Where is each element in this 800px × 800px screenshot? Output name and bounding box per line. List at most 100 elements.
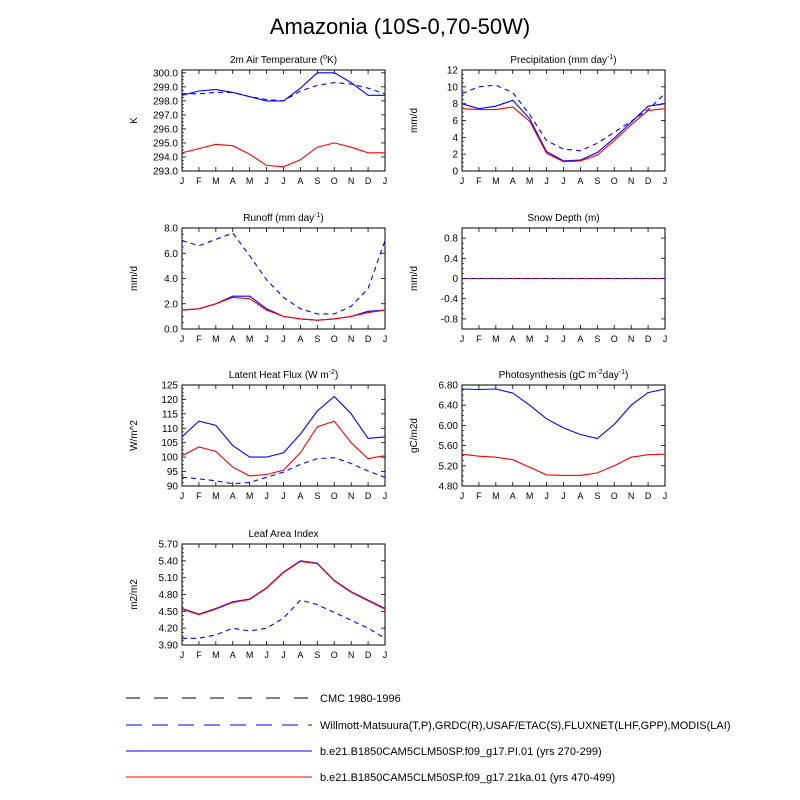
x-tick-label: O (611, 491, 618, 501)
y-tick-label: 4.0 (164, 274, 178, 285)
x-tick-label: J (663, 334, 668, 344)
x-tick-label: M (492, 334, 500, 344)
y-tick-label: -0.8 (441, 314, 459, 325)
x-tick-label: J (264, 334, 269, 344)
panel-title-part: Snow Depth (m) (527, 213, 599, 224)
x-tick-label: N (348, 491, 355, 501)
x-tick-label: N (348, 176, 355, 186)
x-tick-label: A (297, 650, 303, 660)
y-tick-label: 5.10 (159, 573, 179, 584)
x-tick-label: D (645, 334, 652, 344)
x-tick-label: J (281, 650, 286, 660)
x-tick-label: J (663, 491, 668, 501)
y-axis-label: gC/m2d (409, 418, 420, 453)
x-tick-label: A (577, 334, 583, 344)
chart-panels: 2m Air Temperature (oK)293.0294.0295.029… (129, 54, 667, 660)
x-tick-label: J (383, 650, 388, 660)
y-tick-label: 0.8 (444, 234, 458, 245)
y-tick-label: 8.0 (164, 224, 178, 235)
y-tick-label: -0.4 (441, 294, 459, 305)
x-tick-label: O (611, 176, 618, 186)
panel-title: Latent Heat Flux (W m-2) (229, 369, 339, 381)
series-line-case2 (181, 420, 386, 477)
y-tick-label: 4 (452, 133, 458, 144)
chart-panel-3: Runoff (mm day-1)0.02.04.06.08.0J F M A M J J A… (129, 212, 387, 344)
panel-title-part: Precipitation (mm day (510, 55, 607, 66)
x-tick-label: D (645, 491, 652, 501)
x-tick-label: M (246, 334, 254, 344)
panel-title-part: Runoff (mm day (243, 213, 314, 224)
x-tick-label: M (526, 176, 534, 186)
x-tick-label: J (561, 176, 566, 186)
panel-title: Runoff (mm day-1) (243, 212, 324, 224)
x-tick-label: J (281, 334, 286, 344)
x-tick-label: F (476, 176, 482, 186)
y-tick-label: 4.80 (159, 590, 179, 601)
chart-legend: CMC 1980-1996 Willmott-Matsuura(T,P),GRDC… (126, 693, 731, 784)
x-tick-label: J (383, 334, 388, 344)
plot-frame (181, 384, 386, 487)
x-tick-label: M (246, 491, 254, 501)
y-axis-label: m2/m2 (129, 579, 140, 610)
chart-panel-1: 2m Air Temperature (oK) 293.0 294.0 295.0 29… (129, 54, 387, 186)
y-tick-label: 0 (452, 167, 458, 178)
x-tick-label: A (510, 491, 516, 501)
y-tick-label: 6.80 (439, 381, 459, 392)
x-tick-label: A (577, 176, 583, 186)
y-tick-label: 2.0 (164, 299, 178, 310)
y-tick-label: 90 (167, 482, 179, 493)
y-tick-label: 5.40 (159, 556, 179, 567)
y-tick-label: 125 (161, 381, 178, 392)
y-tick-label: 105 (161, 438, 178, 449)
y-tick-label: 5.60 (439, 441, 459, 452)
x-tick-label: S (594, 334, 600, 344)
x-tick-label: S (314, 491, 320, 501)
legend-label-case1: b.e21.B1850CAM5CLM50SP.f09_g17.PI.01 (yr… (320, 746, 602, 758)
x-tick-label: J (663, 176, 668, 186)
y-tick-label: 8 (452, 99, 458, 110)
y-tick-label: 296.0 (153, 124, 178, 135)
x-tick-label: J (264, 491, 269, 501)
y-tick-label: 2 (452, 150, 458, 161)
x-tick-label: D (365, 176, 372, 186)
series-line-case1 (461, 388, 666, 440)
panel-title: Precipitation (mm day-1) (510, 54, 616, 66)
x-tick-label: A (510, 334, 516, 344)
y-axis-label: mm/d (409, 108, 420, 133)
legend-label-obs: Willmott-Matsuura(T,P),GRDC(R),USAF/ETAC… (320, 720, 731, 732)
x-tick-label: J (544, 334, 549, 344)
panel-title-part: Latent Heat Flux (W m (229, 370, 329, 381)
panel-title-part: -1 (314, 212, 320, 219)
x-tick-label: J (383, 176, 388, 186)
y-tick-label: 297.0 (153, 110, 178, 121)
chart-panel-6: Photosynthesis (gC m-2day-1) 4.80 5.20 5.60… (409, 369, 667, 501)
x-tick-label: A (297, 176, 303, 186)
y-tick-label: 115 (162, 409, 178, 420)
y-axis-label: mm/d (129, 266, 140, 291)
panel-title-part: ) (320, 213, 323, 224)
y-tick-label: 0 (452, 274, 458, 285)
chart-panel-7: Leaf Area Index 3.90 4.20 4.50 4.80 5.10 5.40 5… (129, 529, 387, 660)
y-tick-label: 0.0 (164, 325, 178, 336)
legend-label-cmc: CMC 1980-1996 (320, 693, 401, 705)
plot-frame (461, 384, 666, 487)
y-tick-label: 4.50 (159, 607, 179, 618)
x-tick-label: D (365, 650, 372, 660)
series-line-case2 (461, 106, 666, 163)
panel-title-part: ) (335, 370, 338, 381)
x-tick-label: D (645, 176, 652, 186)
x-tick-label: J (544, 491, 549, 501)
x-tick-label: J (180, 176, 185, 186)
x-tick-label: O (331, 491, 338, 501)
y-tick-label: 100 (161, 453, 178, 464)
panel-title: Photosynthesis (gC m-2day-1) (499, 369, 629, 381)
x-tick-label: J (561, 334, 566, 344)
x-tick-label: M (212, 491, 220, 501)
x-tick-label: A (230, 176, 236, 186)
x-tick-label: S (594, 491, 600, 501)
x-tick-label: J (460, 176, 465, 186)
x-tick-label: J (281, 491, 286, 501)
y-tick-label: 299.0 (153, 82, 178, 93)
